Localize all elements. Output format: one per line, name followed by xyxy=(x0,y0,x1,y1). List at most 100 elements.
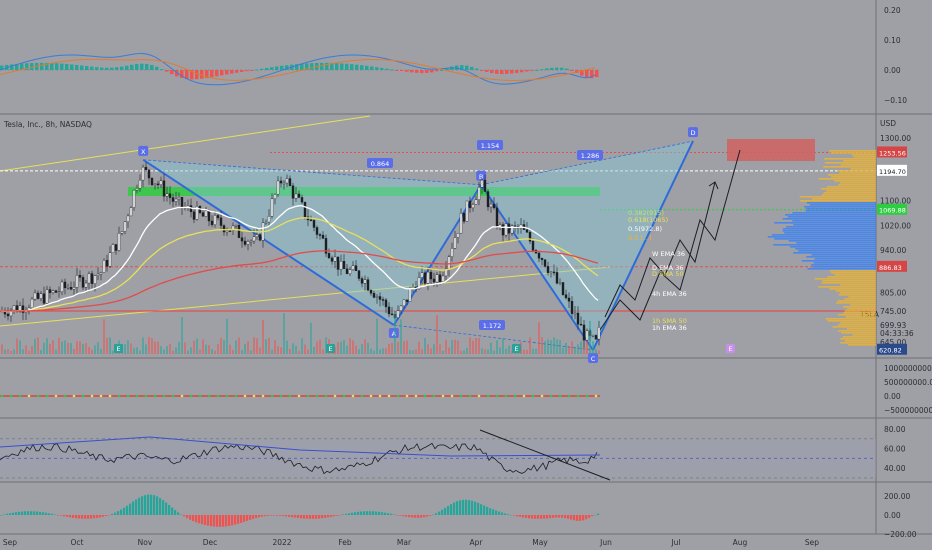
volume-osc-dot xyxy=(558,394,562,398)
macd-histogram-bar xyxy=(205,70,209,78)
volume-profile-bar xyxy=(832,326,876,328)
volume-bar xyxy=(478,337,480,354)
candle-body xyxy=(168,193,172,198)
momentum-bar xyxy=(357,511,360,515)
macd-line-segment xyxy=(419,67,426,70)
momentum-bar xyxy=(57,515,60,516)
macd-histogram-bar xyxy=(140,63,144,70)
volume-bar xyxy=(112,350,114,354)
candle-body xyxy=(453,237,457,249)
volume-osc-dot xyxy=(45,394,49,398)
signal-line-segment xyxy=(209,77,216,80)
momentum-bar xyxy=(525,515,528,518)
candle-body xyxy=(84,282,88,288)
macd-histogram-bar xyxy=(365,65,369,70)
candle-body xyxy=(480,179,484,188)
volume-bar xyxy=(97,342,99,354)
momentum-bar xyxy=(300,515,303,519)
signal-line-segment xyxy=(164,61,171,64)
pattern-ratio-label: 0.864 xyxy=(371,160,390,168)
signal-line-segment xyxy=(64,60,71,62)
volume-bar xyxy=(286,340,288,354)
candle-body xyxy=(366,279,370,291)
macd-line-segment xyxy=(264,73,271,77)
candle-body xyxy=(396,310,400,318)
macd-line-segment xyxy=(569,73,576,76)
macd-histogram-bar xyxy=(50,63,54,70)
candle-body xyxy=(474,199,478,205)
volume-oscillator-pane: 1000000000.00 500000000.00 0.00 −500000000.… xyxy=(0,364,932,415)
macd-line-segment xyxy=(554,72,561,75)
candle-body xyxy=(432,278,436,283)
volume-profile-bar xyxy=(795,248,876,250)
volume-osc-dot xyxy=(144,394,148,398)
volume-bar xyxy=(298,350,300,354)
signal-line-segment xyxy=(269,75,276,78)
volume-bar xyxy=(559,340,561,354)
volume-osc-dot xyxy=(459,394,463,398)
momentum-bar xyxy=(579,515,582,521)
x-tick-label: May xyxy=(532,538,548,547)
rsi-trendline xyxy=(479,429,611,481)
momentum-bar xyxy=(162,500,165,515)
volume-profile-bar xyxy=(809,204,876,206)
candle-body xyxy=(96,273,100,276)
volume-profile-bar xyxy=(831,176,876,178)
volume-profile-bar xyxy=(782,228,876,230)
macd-histogram-bar xyxy=(40,62,44,70)
candle-body xyxy=(465,200,469,222)
macd-histogram-bar xyxy=(265,67,269,70)
volume-osc-dot xyxy=(234,394,238,398)
candle-body xyxy=(456,232,460,238)
momentum-bar xyxy=(99,515,102,518)
candle-body xyxy=(87,273,91,284)
candle-body xyxy=(546,266,550,273)
momentum-bar xyxy=(378,511,381,515)
macd-histogram-bar xyxy=(430,70,434,73)
macd-line-segment xyxy=(34,57,41,60)
volume-profile-bar xyxy=(848,296,876,298)
volume-osc-dot xyxy=(63,394,67,398)
volume-osc-dot xyxy=(315,394,319,398)
volume-bar xyxy=(142,337,144,354)
momentum-bar xyxy=(252,515,255,519)
rsi-y-tick: 40.00 xyxy=(884,464,906,473)
volume-bar xyxy=(541,337,543,354)
volume-osc-dot xyxy=(261,394,265,398)
momentum-bar xyxy=(558,515,561,518)
volume-profile-bar xyxy=(840,342,876,344)
pattern-ratio-label: 1.286 xyxy=(581,152,600,160)
macd-histogram-bar xyxy=(335,63,339,70)
macd-histogram-bar xyxy=(475,68,479,70)
volume-bar xyxy=(13,349,15,354)
macd-histogram-bar xyxy=(395,70,399,71)
candle-body xyxy=(420,272,424,278)
signal-line-segment xyxy=(339,61,346,63)
volume-bar xyxy=(322,349,324,354)
momentum-bar xyxy=(531,515,534,519)
earnings-marker-label: E xyxy=(728,345,732,353)
momentum-bar xyxy=(549,515,552,519)
macd-line-segment xyxy=(409,64,416,67)
candle-body xyxy=(192,211,196,220)
momentum-bar xyxy=(108,515,111,516)
volume-bar xyxy=(568,347,570,354)
volume-profile-bar xyxy=(774,238,876,240)
candle-body xyxy=(360,278,364,284)
momentum-bar xyxy=(153,495,156,515)
signal-line-segment xyxy=(429,66,436,69)
candle-body xyxy=(231,225,235,231)
momentum-bar xyxy=(333,515,336,517)
candle-body xyxy=(51,290,55,293)
pattern-point-badge xyxy=(588,353,599,363)
momentum-bar xyxy=(18,511,21,515)
volume-bar xyxy=(10,350,12,354)
volume-bar xyxy=(565,342,567,354)
volume-profile-bar xyxy=(793,252,876,254)
momentum-pane: 200.00 0.00 −200.00 xyxy=(0,492,917,539)
momentum-bar xyxy=(441,509,444,515)
signal-line-segment xyxy=(539,77,546,80)
signal-line-segment xyxy=(534,78,541,80)
momentum-bar xyxy=(405,515,408,517)
